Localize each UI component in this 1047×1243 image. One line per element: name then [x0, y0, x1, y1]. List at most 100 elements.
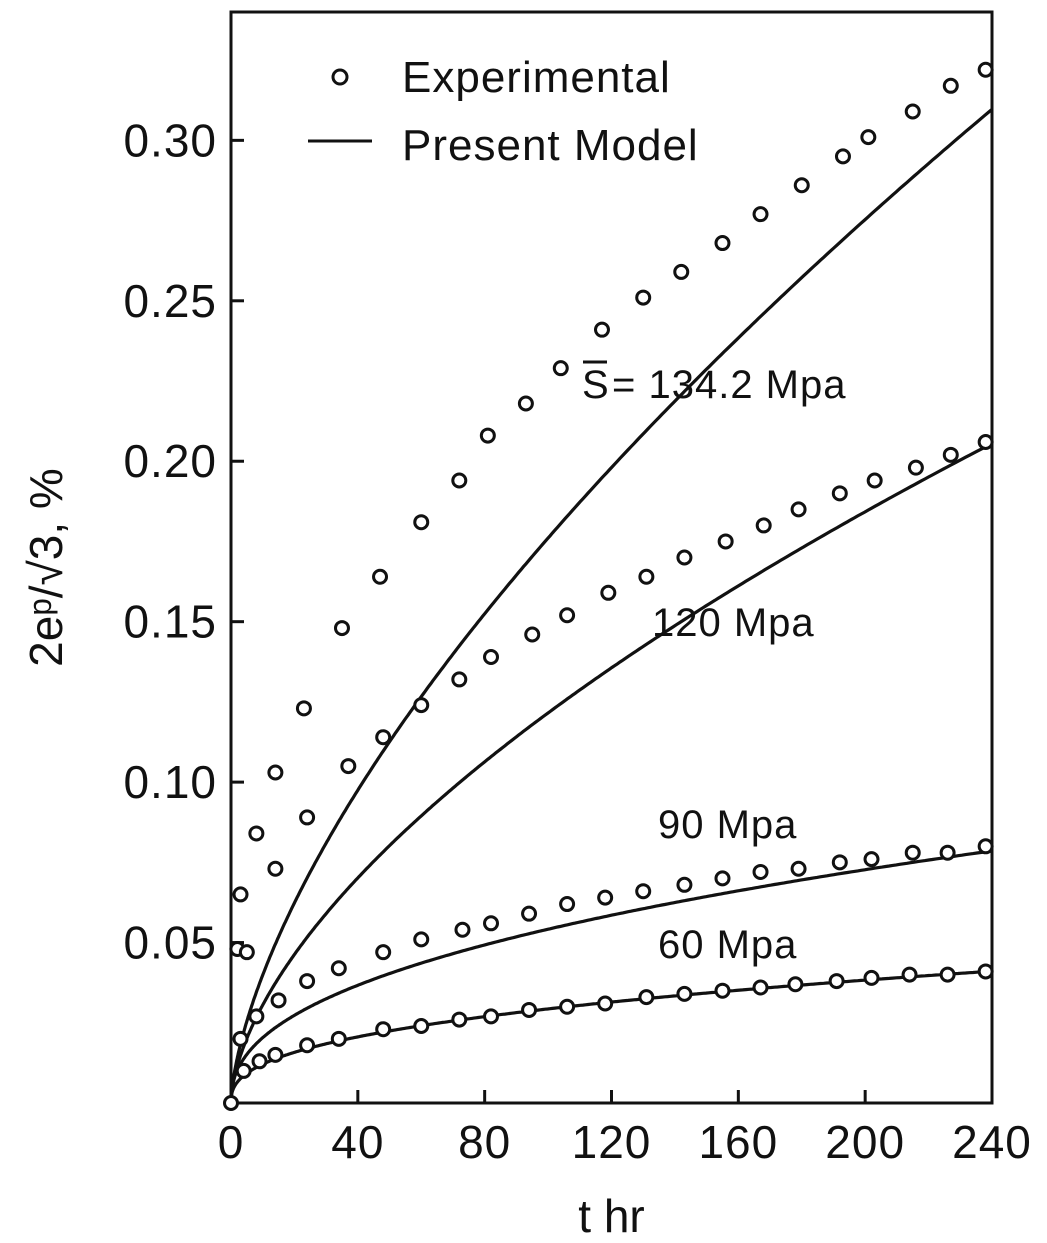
model-curve-120 — [229, 441, 993, 1103]
x-tick-label: 0 — [218, 1116, 245, 1168]
experimental-point — [831, 854, 848, 871]
experimental-point — [559, 998, 576, 1015]
experimental-point — [454, 921, 471, 938]
x-tick-label: 240 — [952, 1116, 1032, 1168]
experimental-point — [831, 485, 848, 502]
experimental-point — [248, 1008, 265, 1025]
experimental-point — [413, 1017, 430, 1034]
x-tick-label: 120 — [572, 1116, 652, 1168]
legend-experimental-marker — [331, 68, 349, 86]
legend-model-label: Present Model — [402, 121, 699, 170]
x-tick-label: 80 — [458, 1116, 511, 1168]
y-tick-label: 0.30 — [123, 114, 217, 166]
experimental-point — [787, 976, 804, 993]
experimental-point — [904, 844, 921, 861]
experimental-point — [483, 1008, 500, 1025]
y-tick-label: 0.15 — [123, 596, 217, 648]
experimental-point — [232, 886, 249, 903]
curve-labels: S = 134.2 Mpa 120 Mpa 90 Mpa 60 Mpa — [582, 360, 847, 967]
experimental-point — [593, 321, 610, 338]
experimental-point — [251, 1053, 268, 1070]
experimental-point — [635, 289, 652, 306]
model-curve-90 — [229, 849, 993, 1103]
experimental-point — [676, 876, 693, 893]
experimental-point — [977, 963, 994, 980]
experimental-point — [524, 626, 541, 643]
experimental-point — [866, 472, 883, 489]
experimental-point — [375, 944, 392, 961]
experimental-point — [860, 129, 877, 146]
y-tick-label: 0.20 — [123, 435, 217, 487]
experimental-point — [451, 472, 468, 489]
experimental-point — [752, 206, 769, 223]
plot-frame — [229, 10, 994, 1105]
experimental-point — [977, 61, 994, 78]
experimental-point — [413, 514, 430, 531]
experimental-point — [270, 992, 287, 1009]
x-axis-ticks: 0 40 80 120 160 200 240 — [218, 1090, 1032, 1168]
experimental-point — [977, 433, 994, 450]
experimental-point — [333, 620, 350, 637]
experimental-point — [755, 517, 772, 534]
experimental-point — [942, 446, 959, 463]
experimental-point — [942, 77, 959, 94]
y-axis-title: 2eᵖ/√3, % — [20, 468, 72, 667]
experimental-point — [517, 395, 534, 412]
curve-label-134.2: = 134.2 Mpa — [612, 363, 847, 407]
experimental-point — [479, 427, 496, 444]
experimental-point — [635, 883, 652, 900]
experimental-point — [559, 896, 576, 913]
experimental-point — [717, 533, 734, 550]
experimental-point — [676, 549, 693, 566]
experimental-point — [752, 979, 769, 996]
experimental-point — [248, 825, 265, 842]
x-axis-title: t hr — [578, 1190, 644, 1242]
curve-label-120: 120 Mpa — [652, 601, 815, 645]
x-tick-label: 200 — [825, 1116, 905, 1168]
experimental-point — [793, 177, 810, 194]
experimental-point — [597, 889, 614, 906]
experimental-point — [714, 982, 731, 999]
experimental-point — [521, 905, 538, 922]
experimental-points — [223, 61, 994, 1111]
experimental-point — [828, 973, 845, 990]
experimental-point — [939, 966, 956, 983]
experimental-point — [330, 960, 347, 977]
experimental-point — [375, 729, 392, 746]
experimental-point — [483, 648, 500, 665]
experimental-point — [451, 671, 468, 688]
experimental-point — [863, 969, 880, 986]
experimental-point — [834, 148, 851, 165]
experimental-point — [295, 700, 312, 717]
model-curve-134.2 — [229, 108, 994, 1103]
plot-frame-border — [229, 10, 994, 1105]
experimental-point — [714, 235, 731, 252]
experimental-point — [907, 459, 924, 476]
experimental-point — [939, 844, 956, 861]
curve-label-60: 60 Mpa — [658, 923, 797, 967]
experimental-point — [901, 966, 918, 983]
experimental-point — [483, 915, 500, 932]
experimental-point — [299, 809, 316, 826]
experimental-point — [235, 1062, 252, 1079]
experimental-point — [267, 764, 284, 781]
y-tick-label: 0.25 — [123, 275, 217, 327]
curve-label-symbol: S — [582, 363, 610, 407]
y-axis-ticks: 0.05 0.10 0.15 0.20 0.25 0.30 — [123, 114, 244, 969]
experimental-point — [413, 931, 430, 948]
experimental-point — [330, 1030, 347, 1047]
legend: Experimental Present Model — [308, 53, 699, 170]
experimental-point — [299, 1037, 316, 1054]
experimental-point — [638, 989, 655, 1006]
experimental-point — [267, 860, 284, 877]
legend-experimental-label: Experimental — [402, 53, 671, 102]
experimental-point — [904, 103, 921, 120]
experimental-point — [299, 973, 316, 990]
experimental-point — [372, 568, 389, 585]
x-tick-label: 40 — [331, 1116, 384, 1168]
curve-label-90: 90 Mpa — [658, 803, 797, 847]
experimental-point — [451, 1011, 468, 1028]
experimental-point — [673, 263, 690, 280]
experimental-point — [232, 1030, 249, 1047]
